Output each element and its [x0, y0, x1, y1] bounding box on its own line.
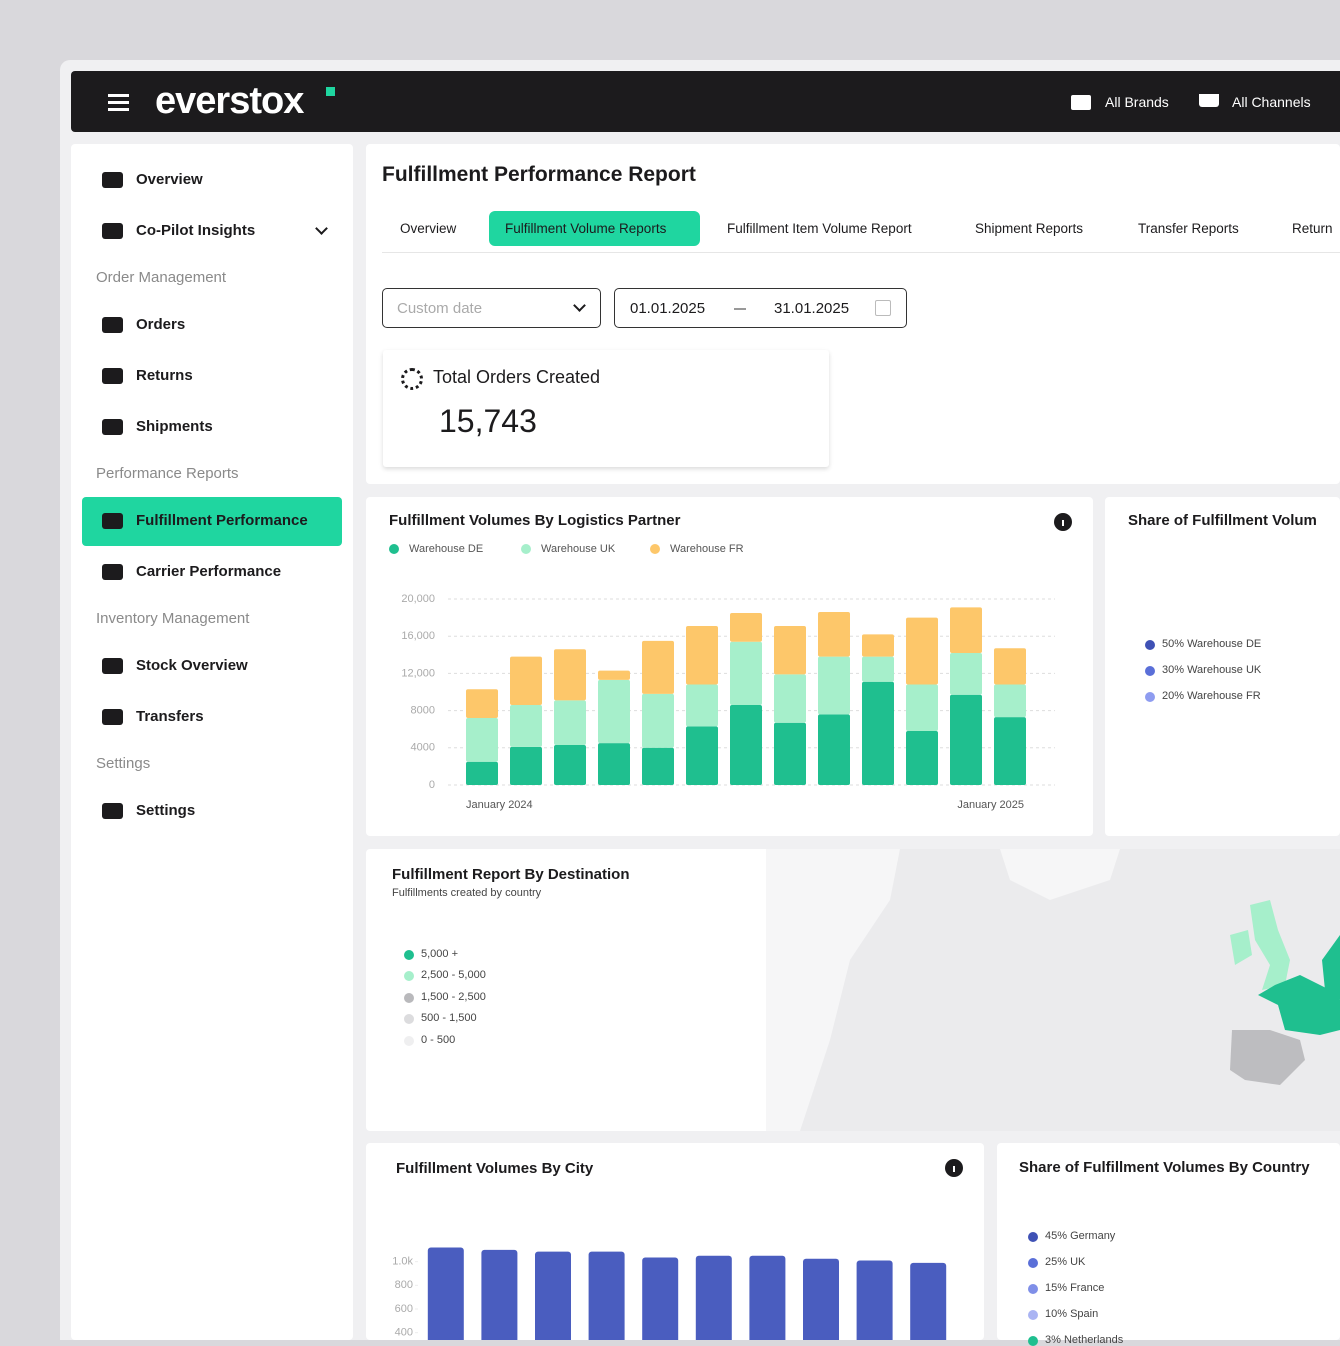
nav-icon	[102, 564, 123, 580]
legend-dot	[404, 950, 414, 960]
partner-chart-card	[366, 497, 1093, 836]
kpi-icon	[401, 368, 423, 390]
legend-label: 1,500 - 2,500	[421, 990, 486, 1003]
legend-label: 0 - 500	[421, 1033, 456, 1046]
date-from: 01.01.2025	[630, 300, 706, 317]
tab[interactable]: Return	[1292, 221, 1333, 236]
nav-section: Order Management	[96, 269, 227, 286]
nav-icon	[102, 658, 123, 674]
nav-icon	[102, 419, 123, 435]
legend-dot	[1145, 640, 1155, 650]
kpi-value: 15,743	[439, 403, 537, 439]
date-to: 31.01.2025	[774, 300, 850, 317]
nav-item[interactable]: Fulfillment Performance	[136, 512, 308, 529]
nav-icon	[102, 172, 123, 188]
legend-label: 50% Warehouse DE	[1162, 638, 1262, 650]
nav-item[interactable]: Settings	[136, 802, 196, 819]
nav-section: Inventory Management	[96, 610, 250, 627]
legend-dot	[1028, 1258, 1038, 1268]
partner-share-card	[1105, 497, 1340, 836]
tab-active-bg	[489, 211, 700, 246]
tab[interactable]: Overview	[400, 221, 457, 236]
panel-title: Share of Fulfillment Volumes By Country	[1019, 1159, 1310, 1176]
channels-filter[interactable]: All Channels	[1232, 94, 1311, 110]
brands-icon	[1071, 95, 1091, 110]
country-share-card	[997, 1143, 1340, 1340]
channels-icon	[1199, 94, 1219, 107]
logo[interactable]: everstox	[155, 80, 304, 122]
legend-dot	[1028, 1232, 1038, 1242]
legend-label: 3% Netherlands	[1045, 1334, 1124, 1346]
chart-title: Fulfillment Volumes By City	[396, 1160, 594, 1177]
logo-dot	[326, 87, 335, 96]
legend-dot	[1145, 692, 1155, 702]
nav-icon	[102, 803, 123, 819]
nav-item[interactable]: Overview	[136, 171, 203, 188]
nav-section: Performance Reports	[96, 465, 239, 482]
chevron	[573, 299, 586, 312]
report-title: Fulfillment Performance Report	[382, 163, 696, 186]
nav-icon	[102, 709, 123, 725]
nav-item[interactable]: Stock Overview	[136, 657, 248, 674]
legend-label: 2,500 - 5,000	[421, 969, 486, 982]
nav-active-bg	[82, 497, 342, 546]
legend-dot	[404, 1035, 414, 1046]
calendar-icon	[875, 300, 891, 316]
legend-label: 500 - 1,500	[421, 1012, 477, 1025]
legend-dot	[1028, 1284, 1038, 1294]
nav-item[interactable]: Co-Pilot Insights	[136, 222, 256, 239]
nav-icon	[102, 223, 123, 239]
panel-title: Fulfillment Report By Destination	[392, 866, 630, 883]
sidebar	[71, 144, 353, 1340]
legend-dot	[404, 1014, 414, 1025]
nav-item[interactable]: Carrier Performance	[136, 563, 282, 580]
nav-item[interactable]: Transfers	[136, 708, 204, 725]
legend-label: 15% France	[1045, 1282, 1105, 1294]
tab-divider	[382, 252, 1340, 253]
chart-title: Fulfillment Volumes By Logistics Partner	[389, 512, 681, 529]
nav-icon	[102, 513, 123, 529]
brands-filter[interactable]: All Brands	[1105, 94, 1169, 110]
date-dropdown[interactable]: Custom date	[382, 288, 601, 328]
tab[interactable]: Fulfillment Volume Reports	[505, 221, 667, 236]
panel-subtitle: Fulfillments created by country	[392, 887, 542, 899]
legend-dot	[1028, 1310, 1038, 1320]
nav-icon	[102, 317, 123, 333]
kpi-card: Total Orders Created 15,743	[383, 350, 829, 467]
dropdown-placeholder: Custom date	[397, 300, 483, 317]
kpi-label: Total Orders Created	[433, 367, 601, 387]
nav-icon	[102, 368, 123, 384]
tab[interactable]: Transfer Reports	[1138, 221, 1239, 236]
nav-item[interactable]: Orders	[136, 316, 186, 333]
legend-label: 20% Warehouse FR	[1162, 690, 1261, 702]
nav-item[interactable]: Shipments	[136, 418, 213, 435]
legend-dot	[1145, 666, 1155, 676]
tab[interactable]: Shipment Reports	[975, 221, 1084, 236]
panel-title: Share of Fulfillment Volum	[1128, 512, 1317, 529]
menu-button[interactable]	[108, 94, 129, 97]
legend-dot	[1028, 1336, 1038, 1346]
legend-label: 45% Germany	[1045, 1230, 1116, 1242]
top-bar: everstox All Brands All Channels	[71, 71, 1340, 132]
legend-label: 10% Spain	[1045, 1308, 1099, 1320]
arrow	[734, 308, 746, 310]
nav-item[interactable]: Returns	[136, 367, 193, 384]
date-range[interactable]: 01.01.2025 31.01.2025	[614, 288, 907, 328]
legend-dot	[404, 992, 414, 1003]
legend-label: 5,000 +	[421, 948, 459, 960]
legend-dot	[404, 971, 414, 982]
tab[interactable]: Fulfillment Item Volume Report	[727, 221, 912, 236]
nav-section: Settings	[96, 755, 151, 772]
legend-label: 30% Warehouse UK	[1162, 664, 1262, 676]
legend-label: 25% UK	[1045, 1256, 1086, 1268]
